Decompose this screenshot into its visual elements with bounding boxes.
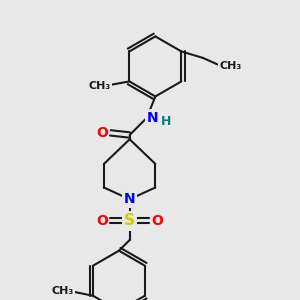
Text: H: H: [161, 115, 171, 128]
Text: O: O: [96, 214, 108, 228]
Text: N: N: [124, 192, 136, 206]
Text: CH₃: CH₃: [220, 61, 242, 71]
Text: O: O: [96, 126, 108, 140]
Text: N: N: [146, 111, 158, 125]
Text: O: O: [152, 214, 164, 228]
Text: CH₃: CH₃: [52, 286, 74, 296]
Text: S: S: [124, 213, 135, 228]
Text: CH₃: CH₃: [88, 81, 110, 91]
